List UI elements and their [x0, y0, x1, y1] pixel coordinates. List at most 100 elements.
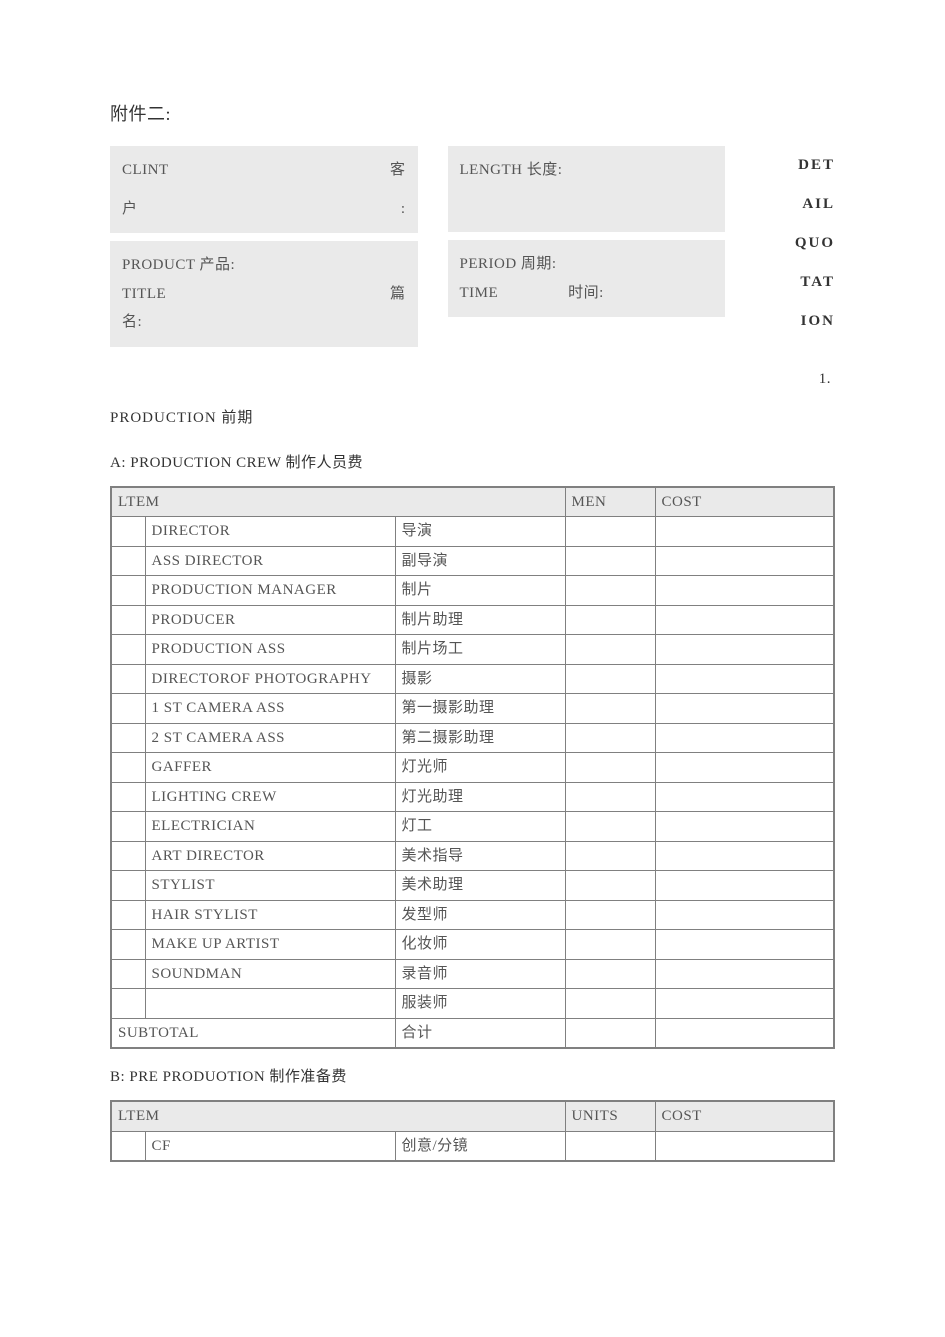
table-row: MAKE UP ARTIST化妆师 [111, 930, 834, 960]
time-label-cn: 时间: [568, 279, 604, 308]
row-en: ELECTRICIAN [145, 812, 395, 842]
row-cost [655, 959, 834, 989]
row-idx [111, 930, 145, 960]
row-cn: 灯工 [395, 812, 565, 842]
table-row: DIRECTOR导演 [111, 517, 834, 547]
row-en: GAFFER [145, 753, 395, 783]
row-idx [111, 989, 145, 1019]
section-number-1: 1. [110, 371, 835, 388]
section-b-heading: B: PRE PRODUOTION 制作准备费 [110, 1065, 835, 1086]
row-cn: 副导演 [395, 546, 565, 576]
subtotal-cost [655, 1018, 834, 1048]
row-idx [111, 1131, 145, 1161]
row-men [565, 841, 655, 871]
row-cost [655, 841, 834, 871]
row-cn: 制片助理 [395, 605, 565, 635]
row-cost [655, 930, 834, 960]
row-en: PRODUCER [145, 605, 395, 635]
detail-l5: ION [801, 302, 835, 341]
table-row: 1 ST CAMERA ASS第一摄影助理 [111, 694, 834, 724]
table-header-row: LTEM MEN COST [111, 487, 834, 517]
row-men [565, 723, 655, 753]
client-label-cn1: 客 [390, 156, 406, 185]
detail-l3: QUO [795, 224, 835, 263]
table-row: ART DIRECTOR美术指导 [111, 841, 834, 871]
row-men [565, 605, 655, 635]
row-idx [111, 517, 145, 547]
row-cost [655, 812, 834, 842]
row-cost [655, 517, 834, 547]
row-idx [111, 576, 145, 606]
table-header-row: LTEM UNITS COST [111, 1101, 834, 1131]
table-row: DIRECTOROF PHOTOGRAPHY摄影 [111, 664, 834, 694]
row-cn: 化妆师 [395, 930, 565, 960]
header-grid: CLINT 客 户 : PRODUCT 产品: TITLE 篇 名: LENGT… [110, 146, 835, 351]
row-cost [655, 664, 834, 694]
row-cost [655, 989, 834, 1019]
subtotal-cn: 合计 [395, 1018, 565, 1048]
table-row: STYLIST美术助理 [111, 871, 834, 901]
row-idx [111, 753, 145, 783]
title-label-cn2: 名: [122, 308, 406, 337]
detail-l4: TAT [800, 263, 835, 302]
row-cn: 发型师 [395, 900, 565, 930]
row-men [565, 989, 655, 1019]
row-cn: 服装师 [395, 989, 565, 1019]
row-en: LIGHTING CREW [145, 782, 395, 812]
row-cn: 导演 [395, 517, 565, 547]
row-en: ART DIRECTOR [145, 841, 395, 871]
row-en: DIRECTOROF PHOTOGRAPHY [145, 664, 395, 694]
row-cost [655, 1131, 834, 1161]
row-en: PRODUCTION ASS [145, 635, 395, 665]
row-cn: 摄影 [395, 664, 565, 694]
row-cost [655, 576, 834, 606]
table-row: ELECTRICIAN灯工 [111, 812, 834, 842]
row-idx [111, 546, 145, 576]
row-idx [111, 635, 145, 665]
row-cn: 制片场工 [395, 635, 565, 665]
product-title-box: PRODUCT 产品: TITLE 篇 名: [110, 241, 418, 347]
table-row: 2 ST CAMERA ASS第二摄影助理 [111, 723, 834, 753]
row-cn: 制片 [395, 576, 565, 606]
client-colon: : [401, 195, 406, 224]
row-cost [655, 871, 834, 901]
length-box: LENGTH 长度: [448, 146, 726, 232]
row-en: DIRECTOR [145, 517, 395, 547]
row-cost [655, 605, 834, 635]
length-label: LENGTH 长度: [460, 156, 714, 185]
row-men [565, 871, 655, 901]
row-men [565, 900, 655, 930]
subtotal-row: SUBTOTAL合计 [111, 1018, 834, 1048]
table-row: ASS DIRECTOR副导演 [111, 546, 834, 576]
row-men [565, 782, 655, 812]
title-label-cn1: 篇 [390, 280, 406, 309]
table-row: GAFFER灯光师 [111, 753, 834, 783]
row-men [565, 635, 655, 665]
row-cost [655, 782, 834, 812]
detail-l1: DET [798, 146, 835, 185]
period-label: PERIOD 周期: [460, 250, 714, 279]
row-idx [111, 605, 145, 635]
row-en: STYLIST [145, 871, 395, 901]
row-idx [111, 694, 145, 724]
row-cn: 第一摄影助理 [395, 694, 565, 724]
row-cn: 美术指导 [395, 841, 565, 871]
table-section-a: LTEM MEN COST DIRECTOR导演ASS DIRECTOR副导演 P… [110, 486, 835, 1050]
row-idx [111, 723, 145, 753]
client-box: CLINT 客 户 : [110, 146, 418, 233]
section-a-heading: A: PRODUCTION CREW 制作人员费 [110, 451, 835, 472]
row-men [565, 576, 655, 606]
row-cn: 灯光助理 [395, 782, 565, 812]
row-cn: 灯光师 [395, 753, 565, 783]
row-en: 2 ST CAMERA ASS [145, 723, 395, 753]
col-men: MEN [565, 487, 655, 517]
detail-l2: AIL [802, 185, 835, 224]
row-en: 1 ST CAMERA ASS [145, 694, 395, 724]
row-idx [111, 900, 145, 930]
detail-quotation-vertical: DET AIL QUO TAT ION [725, 146, 835, 341]
col-units-b: UNITS [565, 1101, 655, 1131]
table-row: SOUNDMAN录音师 [111, 959, 834, 989]
row-idx [111, 664, 145, 694]
subtotal-men [565, 1018, 655, 1048]
row-cost [655, 546, 834, 576]
